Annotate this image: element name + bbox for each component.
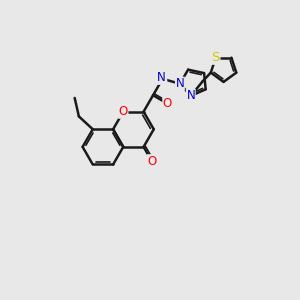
Text: O: O <box>163 97 172 110</box>
Text: O: O <box>147 155 157 168</box>
Text: H: H <box>158 74 167 84</box>
Text: O: O <box>118 105 128 118</box>
Text: N: N <box>176 77 184 90</box>
Text: N: N <box>186 89 195 102</box>
Text: S: S <box>212 51 220 64</box>
Text: N: N <box>157 71 166 84</box>
